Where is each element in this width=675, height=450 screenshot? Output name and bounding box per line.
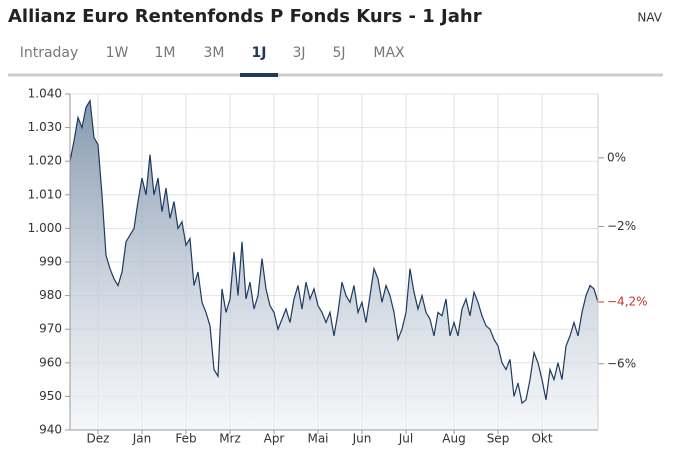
- tab[interactable]: 1W: [106, 45, 129, 61]
- y-tick-label: 1.010: [28, 187, 62, 201]
- tab[interactable]: 1J: [252, 45, 267, 61]
- x-tick-label: Okt: [531, 432, 552, 446]
- area-fill: [70, 100, 598, 430]
- tab[interactable]: 1M: [155, 45, 176, 61]
- y-tick-label: 960: [39, 355, 62, 369]
- x-tick-label: Dez: [87, 432, 110, 446]
- tab[interactable]: Intraday: [20, 45, 79, 61]
- x-tick-label: Jul: [398, 432, 413, 446]
- x-tick-label: Sep: [487, 432, 510, 446]
- y-tick-label: 1.020: [28, 154, 62, 168]
- x-tick-label: Mrz: [219, 432, 241, 446]
- x-tick-label: Jan: [132, 432, 152, 446]
- y2-tick-label: −6%: [607, 356, 636, 370]
- chart: 1.040 1.030 1.020 1.010 1.000 990 980 970 960 950…: [28, 87, 648, 446]
- line: [69, 98, 599, 405]
- tab[interactable]: 3M: [204, 45, 225, 61]
- x-tick-label: Jun: [352, 432, 372, 446]
- x-tick-label: Aug: [442, 432, 465, 446]
- current-change-label: −4,2%: [607, 294, 648, 308]
- x-tick-label: Feb: [175, 432, 196, 446]
- y2-tick-label: −2%: [607, 219, 636, 233]
- y-tick-label: 1.000: [28, 221, 62, 235]
- y-tick-label: 950: [39, 389, 62, 403]
- tab[interactable]: MAX: [373, 45, 405, 61]
- y-tick-label: 940: [39, 423, 62, 437]
- y-tick-label: 1.040: [28, 87, 62, 101]
- x-tick-label: Apr: [264, 432, 285, 446]
- page-title: Allianz Euro Rentenfonds P Fonds Kurs - …: [8, 6, 482, 27]
- tab[interactable]: 3J: [292, 45, 305, 61]
- x-tick-label: Mai: [307, 432, 328, 446]
- y2-tick-label: 0%: [607, 150, 626, 164]
- tab-bar: Intraday 1W 1M 3M 1J 3J 5J MAX: [20, 45, 405, 77]
- y-tick-label: 990: [39, 255, 62, 269]
- y-tick-label: 970: [39, 322, 62, 336]
- nav-label: NAV: [637, 11, 662, 25]
- y-tick-label: 1.030: [28, 120, 62, 134]
- active-tab-underline: [240, 73, 278, 77]
- tab[interactable]: 5J: [332, 45, 345, 61]
- y-tick-label: 980: [39, 288, 62, 302]
